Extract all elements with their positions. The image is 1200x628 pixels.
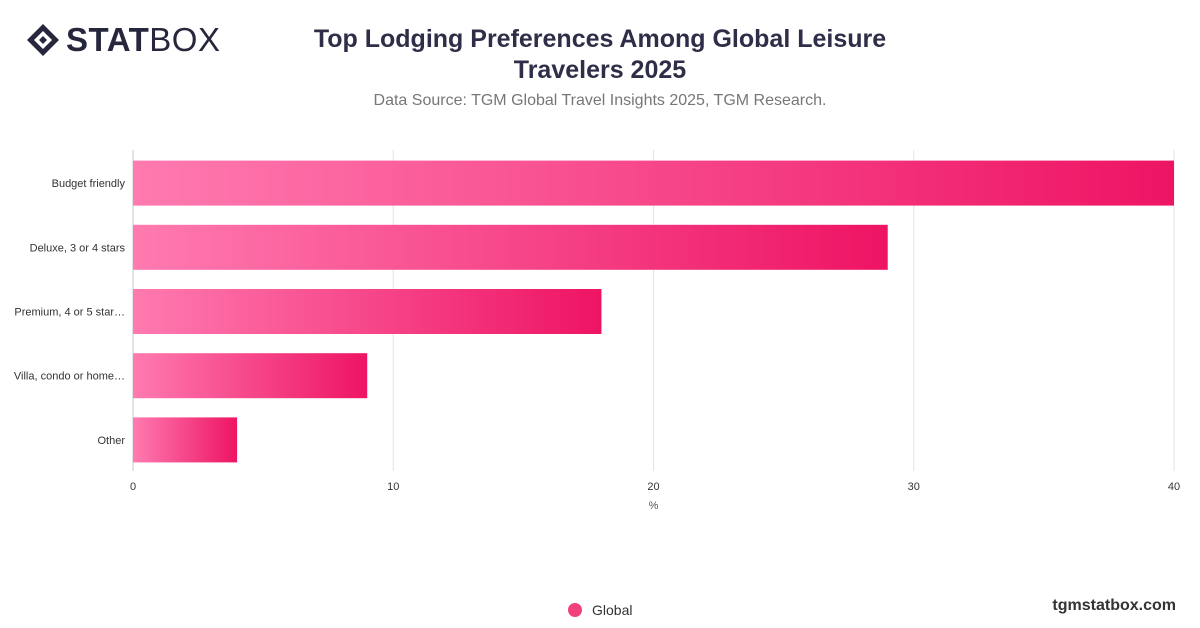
brand-logo: STATBOX bbox=[26, 22, 220, 58]
legend-label-global: Global bbox=[592, 602, 633, 618]
statbox-diamond-icon bbox=[27, 24, 59, 56]
x-tick-label: 20 bbox=[647, 481, 659, 493]
chart-subtitle: Data Source: TGM Global Travel Insights … bbox=[373, 92, 827, 109]
site-url: tgmstatbox.com bbox=[1052, 597, 1176, 614]
x-tick-label: 40 bbox=[1168, 481, 1180, 493]
bar-2 bbox=[133, 224, 888, 270]
y-category-label: Deluxe, 3 or 4 stars bbox=[30, 242, 126, 254]
logo-text: STATBOX bbox=[66, 22, 220, 58]
bar-3 bbox=[133, 289, 602, 334]
bar-4 bbox=[133, 353, 368, 399]
x-axis-title: % bbox=[649, 500, 659, 512]
y-category-label: Villa, condo or home… bbox=[14, 371, 125, 383]
chart-title: Top Lodging Preferences Among Global Lei… bbox=[313, 25, 887, 84]
legend[interactable]: Global bbox=[568, 602, 632, 618]
x-tick-label: 10 bbox=[387, 481, 399, 493]
x-tick-label: 0 bbox=[130, 481, 136, 493]
logo-text-bold: STAT bbox=[66, 21, 150, 58]
y-category-label: Other bbox=[97, 435, 125, 447]
bar-5 bbox=[133, 417, 238, 463]
x-tick-label: 30 bbox=[908, 481, 920, 493]
logo-text-light: BOX bbox=[149, 21, 221, 58]
legend-marker-global bbox=[568, 603, 582, 617]
y-category-label: Budget friendly bbox=[52, 178, 126, 190]
y-category-label: Premium, 4 or 5 star… bbox=[14, 307, 125, 319]
bar-1 bbox=[133, 160, 1174, 206]
